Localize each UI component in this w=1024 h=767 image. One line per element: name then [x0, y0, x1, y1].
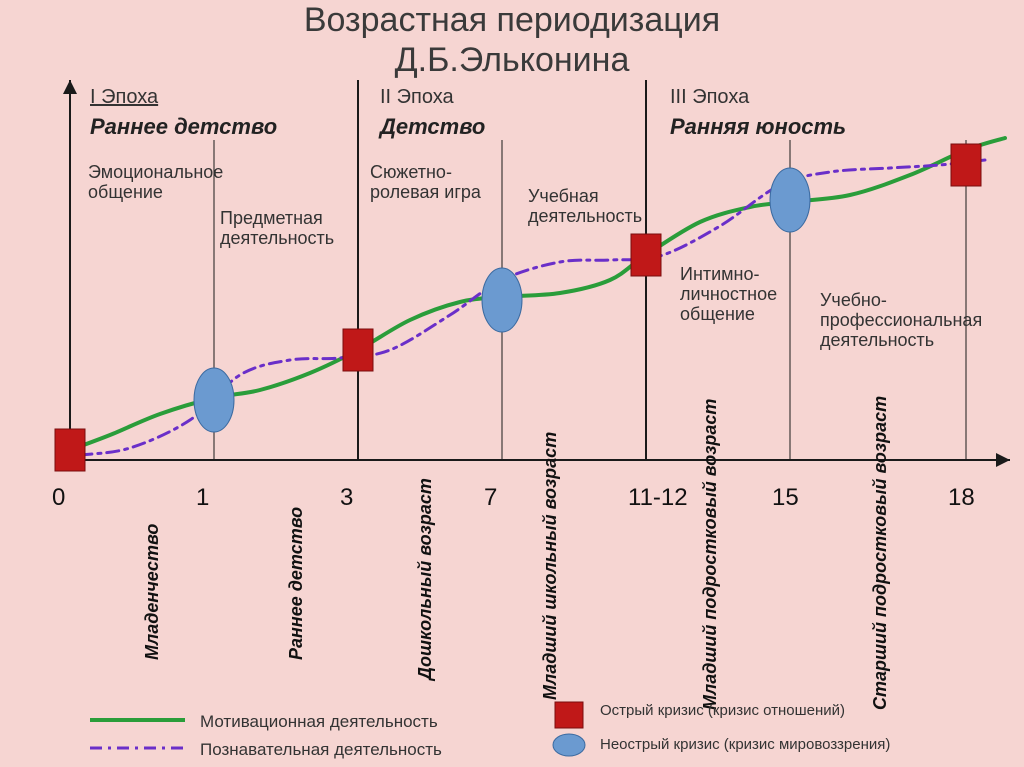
epoch-number: I Эпоха: [90, 86, 158, 109]
acute-crisis-marker: [343, 329, 373, 371]
mild-crisis-marker: [482, 268, 522, 332]
period-label: Старший подростковый возраст: [870, 396, 891, 710]
x-tick-label: 3: [340, 484, 353, 512]
acute-crisis-marker: [55, 429, 85, 471]
legend-mild: Неострый кризис (кризис мировоззрения): [600, 736, 890, 753]
acute-crisis-marker: [631, 234, 661, 276]
legend-acute: Острый кризис (кризис отношений): [600, 702, 845, 719]
x-tick-label: 18: [948, 484, 975, 512]
period-label: Младенчество: [142, 524, 163, 660]
acute-crisis-marker: [951, 144, 981, 186]
activity-label: Эмоциональное общение: [88, 162, 228, 202]
period-label: Младший подростковый возраст: [700, 399, 721, 710]
activity-label: Сюжетно-ролевая игра: [370, 162, 500, 202]
epoch-name: Ранняя юность: [670, 114, 846, 140]
x-tick-label: 11-12: [628, 484, 688, 512]
legend-motivation: Мотивационная деятельность: [200, 712, 438, 732]
mild-crisis-marker: [770, 168, 810, 232]
activity-label: Интимно-личностное общение: [680, 264, 820, 324]
mild-crisis-marker: [194, 368, 234, 432]
legend-cognitive: Познавательная деятельность: [200, 740, 442, 760]
activity-label: Предметная деятельность: [220, 208, 360, 248]
x-tick-label: 15: [772, 484, 799, 512]
epoch-number: III Эпоха: [670, 86, 749, 109]
x-tick-label: 7: [484, 484, 497, 512]
period-label: Дошкольный возраст: [415, 478, 436, 680]
x-tick-label: 0: [52, 484, 65, 512]
activity-label: Учебная деятельность: [528, 186, 668, 226]
epoch-name: Детство: [380, 114, 485, 140]
diagram-root: { "title_line1": "Возрастная периодизаци…: [0, 0, 1024, 767]
period-label: Раннее детство: [286, 507, 307, 660]
epoch-name: Раннее детство: [90, 114, 277, 140]
epoch-number: II Эпоха: [380, 86, 454, 109]
activity-label: Учебно-профессиональная деятельность: [820, 290, 990, 350]
period-label: Младший школьный возраст: [540, 432, 561, 700]
x-tick-label: 1: [196, 484, 209, 512]
